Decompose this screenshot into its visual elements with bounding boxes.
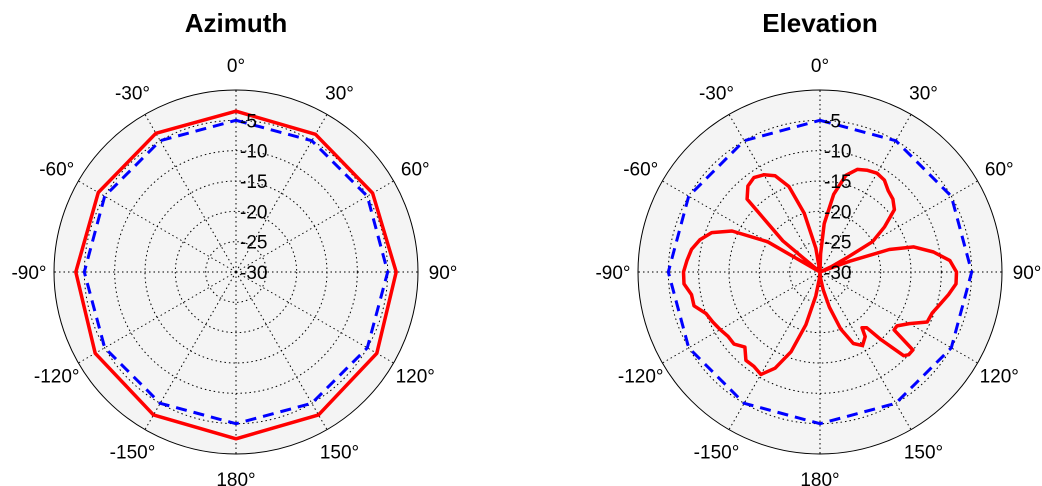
angle-tick-label: 120° bbox=[980, 367, 1019, 388]
chart-title: Azimuth bbox=[185, 8, 288, 38]
angle-tick-label: 0° bbox=[811, 56, 829, 77]
angle-tick-label: 90° bbox=[1013, 263, 1042, 284]
angle-tick-label: 30° bbox=[909, 84, 938, 105]
angle-tick-label: -120° bbox=[34, 367, 80, 388]
angle-tick-label: 60° bbox=[401, 160, 430, 181]
grid-spoke bbox=[235, 114, 328, 273]
grid-spoke bbox=[78, 271, 237, 364]
grid-spoke bbox=[144, 271, 237, 430]
angle-tick-label: 90° bbox=[429, 263, 458, 284]
grid-spoke bbox=[235, 180, 394, 273]
angle-tick-label: -30° bbox=[115, 84, 150, 105]
r-tick-label: -15 bbox=[824, 172, 851, 193]
angle-tick-label: 150° bbox=[904, 442, 943, 463]
r-tick-label: -15 bbox=[240, 172, 267, 193]
pattern-series-1 bbox=[74, 109, 398, 441]
angle-tick-label: 120° bbox=[396, 367, 435, 388]
r-tick-label: -10 bbox=[824, 142, 851, 163]
polar-frame bbox=[637, 89, 1003, 455]
angle-tick-label: 30° bbox=[325, 84, 354, 105]
r-tick-label: -25 bbox=[824, 233, 851, 254]
r-tick-label: -30 bbox=[240, 263, 267, 284]
grid-spoke bbox=[819, 271, 912, 430]
polar-frame bbox=[53, 89, 419, 455]
grid-spoke bbox=[235, 271, 394, 364]
angle-tick-label: 180° bbox=[216, 470, 255, 486]
angle-tick-label: -60° bbox=[39, 160, 74, 181]
grid-spoke bbox=[819, 180, 978, 273]
grid-circle bbox=[174, 210, 298, 334]
r-tick-label: -20 bbox=[824, 202, 851, 223]
angle-tick-label: -90° bbox=[595, 263, 630, 284]
pattern-series-1 bbox=[681, 167, 959, 377]
grid-spoke bbox=[235, 271, 328, 430]
angle-tick-label: 150° bbox=[320, 442, 359, 463]
grid-circle bbox=[758, 210, 882, 334]
r-tick-label: -25 bbox=[240, 233, 267, 254]
reference-dashed-series-0 bbox=[666, 118, 974, 426]
grid-spoke bbox=[728, 114, 821, 273]
angle-tick-label: -120° bbox=[618, 367, 664, 388]
grid-spoke bbox=[78, 180, 237, 273]
grid-circle bbox=[789, 241, 851, 303]
angle-tick-label: 180° bbox=[800, 470, 839, 486]
grid-spoke bbox=[728, 271, 821, 430]
grid-circle bbox=[205, 241, 267, 303]
reference-dashed-series-0 bbox=[82, 118, 390, 426]
grid-circle bbox=[698, 150, 942, 394]
angle-tick-label: 0° bbox=[227, 56, 245, 77]
angle-tick-label: -90° bbox=[11, 263, 46, 284]
angle-tick-label: -150° bbox=[694, 442, 740, 463]
grid-circle bbox=[114, 150, 358, 394]
r-tick-label: -10 bbox=[240, 142, 267, 163]
r-tick-label: -5 bbox=[240, 111, 257, 132]
chart-title: Elevation bbox=[762, 8, 878, 38]
angle-tick-label: -30° bbox=[699, 84, 734, 105]
angle-tick-label: -60° bbox=[623, 160, 658, 181]
grid-spoke bbox=[144, 114, 237, 273]
r-tick-label: -30 bbox=[824, 263, 851, 284]
angle-tick-label: -150° bbox=[110, 442, 156, 463]
r-tick-label: -20 bbox=[240, 202, 267, 223]
r-tick-label: -5 bbox=[824, 111, 841, 132]
elevation-polar-chart: -5 -10 -15 -20 -25 -30 0° 30° 60° 90° 120° 150° 180°… bbox=[595, 8, 1041, 486]
grid-spoke bbox=[662, 271, 821, 364]
grid-spoke bbox=[819, 271, 978, 364]
angle-tick-label: 60° bbox=[985, 160, 1014, 181]
grid-spoke bbox=[662, 180, 821, 273]
azimuth-polar-chart: -5 -10 -15 -20 -25 -30 0° 30° 60° 90° 120° 150° 180°… bbox=[11, 8, 457, 486]
grid-spoke bbox=[819, 114, 912, 273]
